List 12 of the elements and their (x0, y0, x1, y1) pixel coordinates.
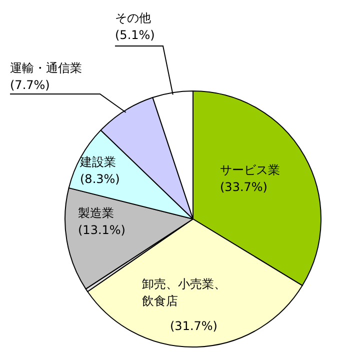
data-label: (7.7%) (10, 77, 51, 94)
data-label: (31.7%) (169, 318, 218, 335)
data-label: (13.1%) (78, 222, 126, 239)
data-label: (33.7%) (220, 179, 268, 196)
slice-label: 製造業 (78, 205, 115, 222)
data-label: (8.3%) (80, 171, 121, 188)
slice-label: その他 (115, 10, 152, 27)
slice-label: サービス業 (220, 162, 281, 179)
slice-label: 卸売、小売業、飲食店 (142, 276, 227, 310)
slice-label: 建設業 (80, 154, 117, 171)
data-label: (5.1%) (115, 27, 156, 44)
slice-label: 運輸・通信業 (10, 60, 83, 77)
